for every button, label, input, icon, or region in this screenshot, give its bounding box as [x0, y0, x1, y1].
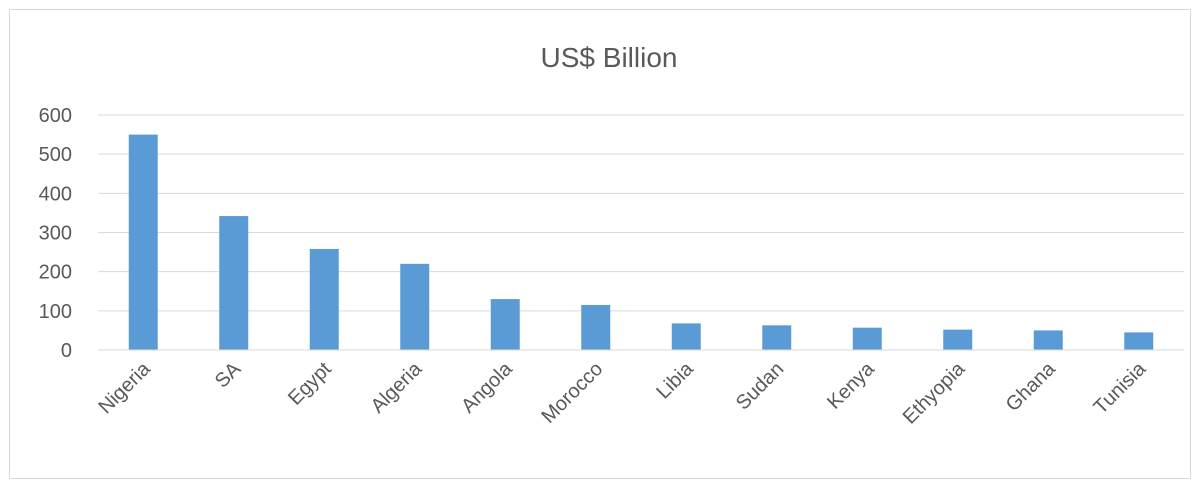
bar-libia — [671, 323, 701, 350]
bar-kenya — [852, 327, 882, 350]
x-tick-label: Angola — [457, 357, 517, 417]
bar-sudan — [762, 325, 792, 350]
bar-ethyopia — [943, 329, 973, 350]
x-tick-label: Tunisia — [1090, 357, 1151, 418]
gridlines — [98, 114, 1184, 312]
y-tick-label: 300 — [39, 223, 72, 245]
x-tick-label: Kenya — [823, 357, 879, 413]
y-tick-label: 600 — [39, 105, 72, 127]
x-tick-label: SA — [211, 358, 246, 393]
bar-tunisia — [1124, 332, 1154, 350]
y-tick-label: 400 — [39, 183, 72, 205]
x-tick-label: Egypt — [284, 358, 336, 410]
bar-ghana — [1033, 330, 1063, 350]
x-tick-label: Sudan — [732, 358, 788, 414]
x-tick-label: Libia — [652, 357, 698, 403]
x-axis-labels: Nigeria SA Egypt Algeria Angola Morocco Libia S… — [94, 357, 1150, 428]
chart-title: US$ Billion — [541, 42, 678, 73]
y-tick-label: 0 — [61, 340, 72, 362]
bar-egypt — [309, 248, 339, 350]
bar-nigeria — [128, 134, 158, 350]
chart-frame — [9, 9, 1191, 479]
x-tick-label: Morocco — [537, 358, 607, 428]
bar-sa — [219, 216, 249, 350]
bar-algeria — [400, 263, 430, 350]
x-tick-label: Ghana — [1002, 357, 1061, 416]
bar-angola — [490, 299, 520, 350]
x-tick-label: Ethyopia — [899, 357, 970, 428]
y-tick-label: 100 — [39, 301, 72, 323]
bar-morocco — [581, 304, 611, 350]
x-tick-label: Nigeria — [94, 357, 155, 418]
y-tick-label: 200 — [39, 262, 72, 284]
y-tick-label: 500 — [39, 144, 72, 166]
bars — [128, 134, 1154, 350]
y-axis-ticks: 0 100 200 300 400 500 600 — [39, 105, 72, 362]
x-tick-label: Algeria — [367, 357, 427, 417]
